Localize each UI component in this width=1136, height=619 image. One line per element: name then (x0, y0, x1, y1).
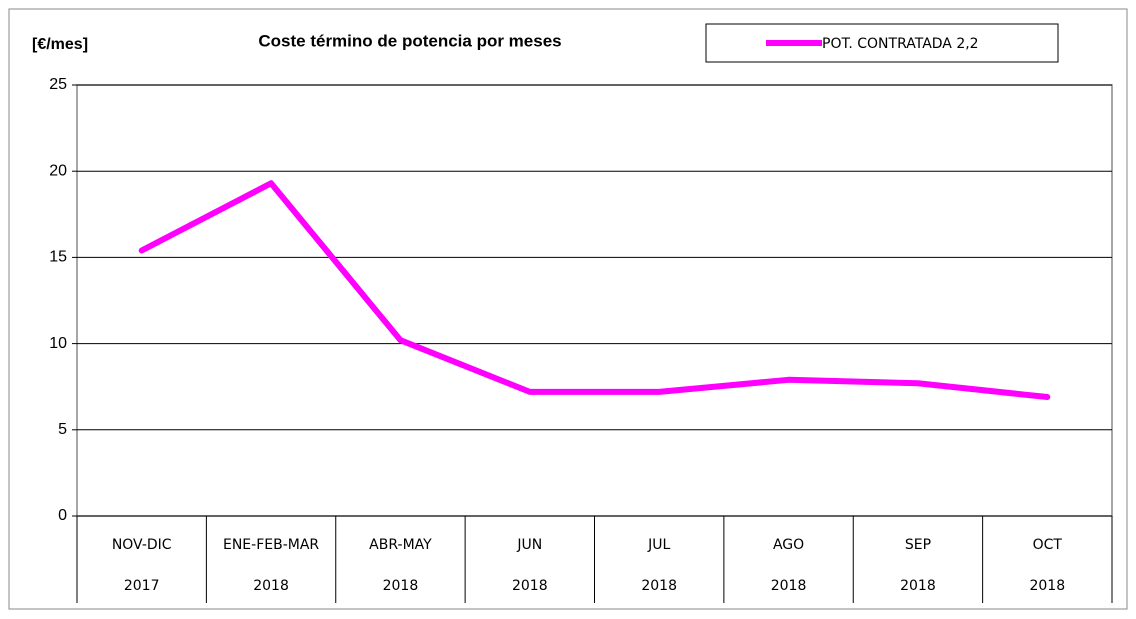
x-tick-label: ABR-MAY (369, 537, 432, 553)
y-axis-label: [€/mes] (32, 36, 88, 53)
y-tick-label: 5 (58, 421, 67, 438)
x-tick-label: 2018 (771, 578, 807, 594)
data-line (138, 180, 1051, 401)
x-tick-label: 2018 (1029, 578, 1065, 594)
x-tick-label: JUL (647, 537, 670, 553)
x-tick-label: ENE-FEB-MAR (223, 537, 319, 553)
plot-area (76, 84, 1113, 517)
x-tick-label: OCT (1033, 537, 1063, 553)
chart-frame (8, 8, 1128, 610)
x-tick-label: 2018 (383, 578, 419, 594)
x-tick-label: 2018 (641, 578, 677, 594)
legend-label: POT. CONTRATADA 2,2 (822, 36, 979, 52)
legend-box (705, 23, 1059, 63)
x-tick-label: JUN (516, 537, 542, 553)
x-tick-label: NOV-DIC (112, 537, 172, 553)
x-tick-label: 2018 (253, 578, 289, 594)
y-tick-label: 20 (49, 162, 67, 179)
x-tick-label: 2018 (512, 578, 548, 594)
y-tick-label: 25 (49, 76, 67, 93)
x-tick-label: SEP (905, 537, 931, 553)
x-tick-label: 2018 (900, 578, 936, 594)
chart-title: Coste término de potencia por meses (258, 31, 561, 50)
y-tick-label: 10 (49, 335, 67, 352)
x-tick-label: AGO (773, 537, 804, 553)
y-tick-label: 0 (58, 507, 67, 524)
x-tick-label: 2017 (124, 578, 160, 594)
y-tick-label: 15 (49, 249, 67, 266)
